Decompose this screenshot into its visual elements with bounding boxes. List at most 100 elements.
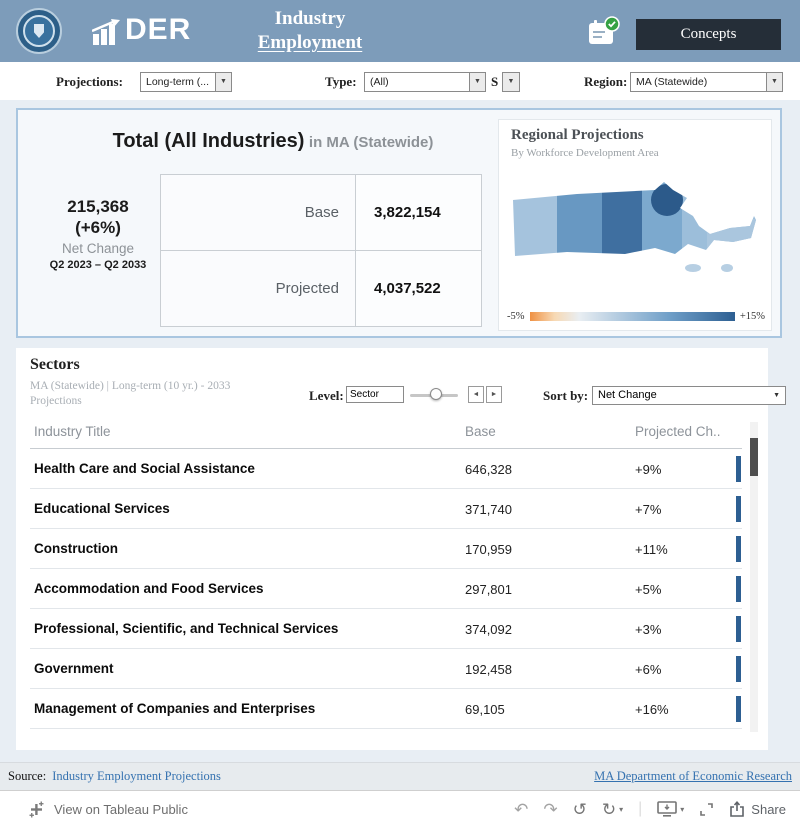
row-change-bar[interactable] bbox=[736, 696, 741, 722]
row-base-value: 192,458 bbox=[465, 662, 512, 677]
region-dropdown[interactable]: MA (Statewide) ▼ bbox=[630, 72, 783, 92]
dropdown-arrow-icon: ▼ bbox=[766, 73, 782, 91]
table-row[interactable]: Professional, Scientific, and Technical … bbox=[30, 609, 742, 649]
sectors-subtitle: MA (Statewide) | Long-term (10 yr.) - 20… bbox=[30, 380, 231, 407]
table-row[interactable]: Health Care and Social Assistance 646,32… bbox=[30, 449, 742, 489]
massachusetts-map[interactable] bbox=[507, 164, 757, 282]
map-subtitle: By Workforce Development Area bbox=[511, 147, 659, 159]
regional-projections-panel: Regional Projections By Workforce Develo… bbox=[498, 119, 772, 331]
row-change-bar[interactable] bbox=[736, 496, 741, 522]
massachusetts-seal-logo bbox=[16, 8, 62, 54]
summary-title: Total (All Industries) in MA (Statewide) bbox=[38, 130, 508, 153]
row-industry-title: Management of Companies and Enterprises bbox=[34, 701, 316, 716]
net-change-label: Net Change bbox=[61, 241, 135, 256]
table-row[interactable]: Educational Services 371,740 +7% bbox=[30, 489, 742, 529]
row-change-bar[interactable] bbox=[736, 576, 741, 602]
projected-value: 4,037,522 bbox=[356, 250, 482, 327]
source-link[interactable]: Industry Employment Projections bbox=[52, 769, 221, 783]
filter-bar: Projections: Long-term (... ▼ Type: (All… bbox=[0, 62, 800, 100]
refresh-icon: ↻ bbox=[601, 799, 617, 819]
row-change-value: +6% bbox=[635, 662, 662, 677]
projections-filter-label: Projections: bbox=[56, 74, 123, 89]
sort-by-dropdown[interactable]: Net Change ▼ bbox=[592, 386, 786, 405]
base-label: Base bbox=[160, 174, 356, 251]
projection-period: Q2 2023 – Q2 2033 bbox=[49, 259, 147, 271]
row-change-bar[interactable] bbox=[736, 656, 741, 682]
column-header-base[interactable]: Base bbox=[465, 424, 496, 439]
undo-icon[interactable]: ↶ bbox=[514, 799, 529, 819]
level-slider-knob[interactable] bbox=[430, 388, 442, 400]
table-row[interactable]: Construction 170,959 +11% bbox=[30, 529, 742, 569]
refresh-menu[interactable]: ↻ ▾ bbox=[602, 801, 623, 818]
row-change-value: +16% bbox=[635, 702, 669, 717]
map-title: Regional Projections bbox=[511, 127, 644, 143]
table-row[interactable]: Government 192,458 +6% bbox=[30, 649, 742, 689]
row-industry-title: Accommodation and Food Services bbox=[34, 581, 264, 596]
net-change-value: 215,368 bbox=[67, 197, 129, 216]
page-next-button[interactable]: ► bbox=[486, 386, 502, 403]
title-line-2: Employment bbox=[257, 32, 363, 53]
dropdown-arrow-icon: ▼ bbox=[469, 73, 485, 91]
projections-dropdown[interactable]: Long-term (... ▼ bbox=[140, 72, 232, 92]
row-industry-title: Professional, Scientific, and Technical … bbox=[34, 621, 339, 636]
tableau-logo-icon bbox=[29, 801, 44, 817]
redo-icon[interactable]: ↷ bbox=[543, 799, 558, 819]
sectors-table: Health Care and Social Assistance 646,32… bbox=[30, 449, 742, 729]
table-row[interactable]: Management of Companies and Enterprises … bbox=[30, 689, 742, 729]
table-scrollbar-track[interactable] bbox=[750, 422, 758, 732]
bar-chart-logo-icon bbox=[92, 19, 120, 45]
clipped-filter-dropdown[interactable]: ▼ bbox=[502, 72, 520, 92]
column-header-industry-title[interactable]: Industry Title bbox=[34, 424, 111, 439]
calendar-check-icon[interactable] bbox=[586, 16, 620, 48]
legend-max-label: +15% bbox=[739, 311, 765, 322]
row-change-value: +7% bbox=[635, 502, 662, 517]
download-menu[interactable]: ▾ bbox=[657, 800, 685, 818]
sort-by-value: Net Change bbox=[598, 389, 657, 401]
column-header-projected-change[interactable]: Projected Ch.. bbox=[635, 424, 721, 439]
dropdown-arrow-icon: ▼ bbox=[773, 392, 780, 399]
tableau-toolbar: View on Tableau Public ↶ ↷ ↺ ↻ ▾ | ▾ bbox=[0, 790, 800, 827]
type-dropdown-value: (All) bbox=[370, 76, 389, 88]
projected-row[interactable]: Projected 4,037,522 bbox=[160, 250, 482, 327]
clipped-filter-label: S bbox=[491, 74, 499, 89]
caret-down-icon: ▾ bbox=[680, 804, 685, 814]
concepts-button[interactable]: Concepts bbox=[636, 19, 781, 50]
sort-by-label: Sort by: bbox=[543, 388, 589, 403]
source-bar: Source: Industry Employment Projections … bbox=[0, 762, 800, 790]
replay-icon[interactable]: ↺ bbox=[572, 799, 587, 819]
fullscreen-icon[interactable] bbox=[699, 802, 714, 817]
logo-text: DER bbox=[125, 13, 192, 46]
net-change-stat: 215,368 (+6%) Net Change Q2 2023 – Q2 20… bbox=[32, 196, 164, 271]
share-button[interactable]: Share bbox=[729, 801, 786, 817]
region-filter-label: Region: bbox=[584, 74, 628, 89]
dropdown-arrow-icon: ▼ bbox=[215, 73, 231, 91]
row-base-value: 374,092 bbox=[465, 622, 512, 637]
der-logo: DER bbox=[92, 15, 191, 45]
map-color-legend: -5% +15% bbox=[507, 311, 765, 322]
agency-link[interactable]: MA Department of Economic Research bbox=[594, 769, 792, 783]
row-change-bar[interactable] bbox=[736, 616, 741, 642]
share-icon bbox=[730, 801, 745, 817]
legend-min-label: -5% bbox=[507, 311, 525, 322]
view-on-tableau[interactable]: View on Tableau Public bbox=[28, 801, 188, 818]
page-prev-button[interactable]: ◄ bbox=[468, 386, 484, 403]
projections-dropdown-value: Long-term (... bbox=[146, 76, 210, 88]
summary-title-main: Total (All Industries) bbox=[112, 130, 305, 152]
download-monitor-icon bbox=[657, 800, 678, 817]
region-dropdown-value: MA (Statewide) bbox=[636, 76, 708, 88]
row-change-value: +3% bbox=[635, 622, 662, 637]
row-change-bar[interactable] bbox=[736, 456, 741, 482]
table-row[interactable]: Accommodation and Food Services 297,801 … bbox=[30, 569, 742, 609]
dashboard-title: Industry Employment bbox=[225, 7, 395, 62]
row-change-bar[interactable] bbox=[736, 536, 741, 562]
base-row[interactable]: Base 3,822,154 bbox=[160, 174, 482, 251]
row-industry-title: Government bbox=[34, 661, 114, 676]
row-change-value: +11% bbox=[635, 542, 668, 557]
row-base-value: 297,801 bbox=[465, 582, 512, 597]
row-base-value: 69,105 bbox=[465, 702, 505, 717]
table-scrollbar-thumb[interactable] bbox=[750, 438, 758, 476]
row-industry-title: Health Care and Social Assistance bbox=[34, 461, 255, 476]
level-input[interactable] bbox=[346, 386, 404, 403]
type-dropdown[interactable]: (All) ▼ bbox=[364, 72, 486, 92]
